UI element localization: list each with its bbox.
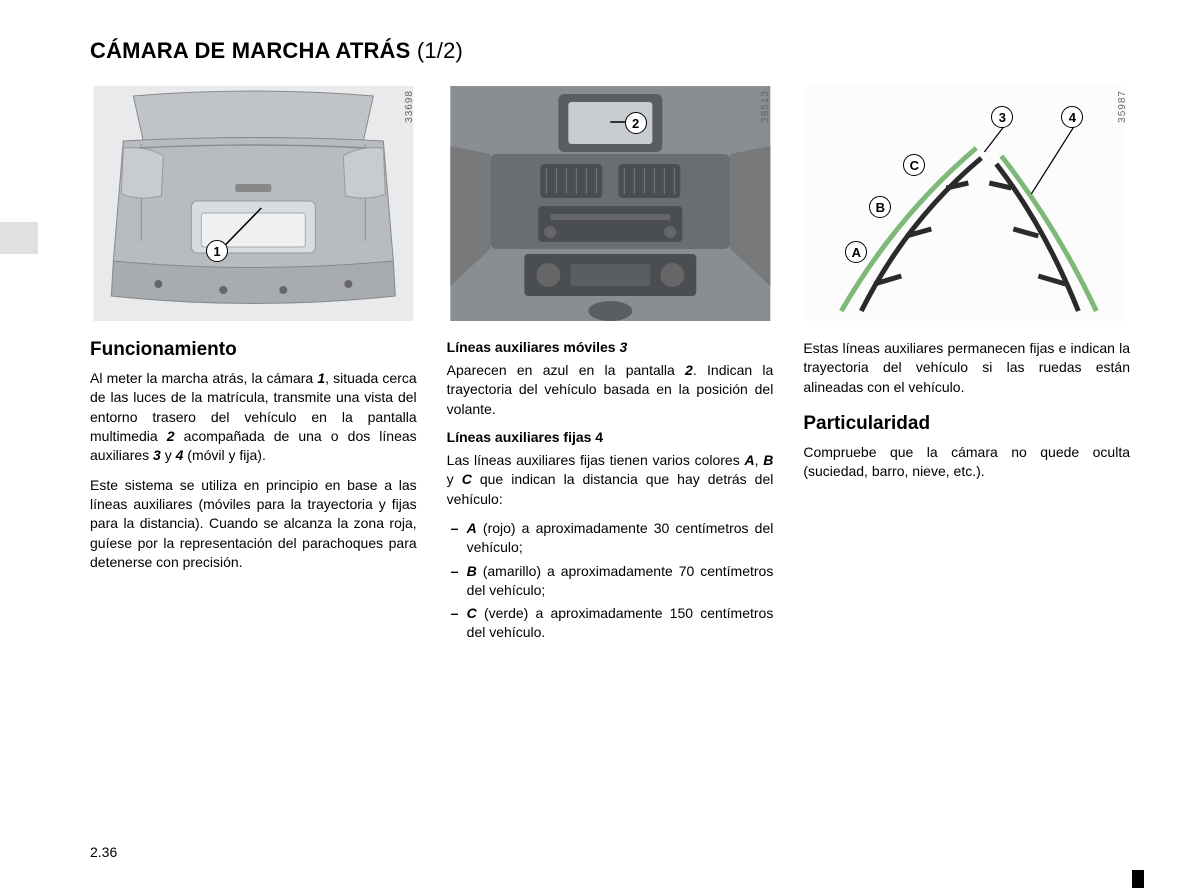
list-item: B (amarillo) a aproximadamente 70 centím… [447,562,774,601]
heading-lineas-fijas: Líneas auxiliares fijas 4 [447,429,774,445]
figure-code-2: 38513 [760,90,771,123]
figure-rear-car: 33698 1 [90,86,417,321]
dashboard-illustration [447,86,774,321]
col1-paragraph-1: Al meter la marcha atrás, la cámara 1, s… [90,369,417,466]
col3-paragraph-2: Compruebe que la cámara no quede oculta … [803,443,1130,482]
col1-paragraph-2: Este sistema se utiliza en principio en … [90,476,417,573]
heading-particularidad: Particularidad [803,413,1130,435]
figure-guidelines: 35987 3 4 C B A [803,86,1130,321]
car-rear-illustration [90,86,417,321]
list-item: C (verde) a aproximadamente 150 centímet… [447,604,774,643]
col2-paragraph-1: Aparecen en azul en la pantalla 2. Indic… [447,361,774,419]
heading-lineas-moviles: Líneas auxiliares móviles 3 [447,339,774,355]
figure-dashboard: 38513 2 [447,86,774,321]
list-item: A (rojo) a aproximadamente 30 centímetro… [447,519,774,558]
callout-2: 2 [625,112,647,134]
column-2: 38513 2 Líneas auxiliares móviles 3 Apar… [447,86,774,647]
figure-code-1: 33698 [404,90,415,123]
page-number: 2.36 [90,844,117,860]
title-main: CÁMARA DE MARCHA ATRÁS [90,38,411,63]
col3-paragraph-1: Estas líneas auxiliares permanecen fijas… [803,339,1130,397]
content-columns: 33698 1 Funcionamiento Al meter la march… [90,86,1130,647]
manual-page: CÁMARA DE MARCHA ATRÁS (1/2) [0,0,1200,888]
column-3: 35987 3 4 C B A Estas líneas auxiliares … [803,86,1130,647]
heading-funcionamiento: Funcionamiento [90,339,417,361]
title-sub: (1/2) [417,38,463,63]
corner-mark [1132,870,1144,888]
figure-code-3: 35987 [1117,90,1128,123]
distance-list: A (rojo) a aproximadamente 30 centímetro… [447,519,774,643]
callout-1: 1 [206,240,228,262]
col2-paragraph-2: Las líneas auxiliares fijas tienen vario… [447,451,774,509]
page-title: CÁMARA DE MARCHA ATRÁS (1/2) [90,38,1130,64]
column-1: 33698 1 Funcionamiento Al meter la march… [90,86,417,647]
